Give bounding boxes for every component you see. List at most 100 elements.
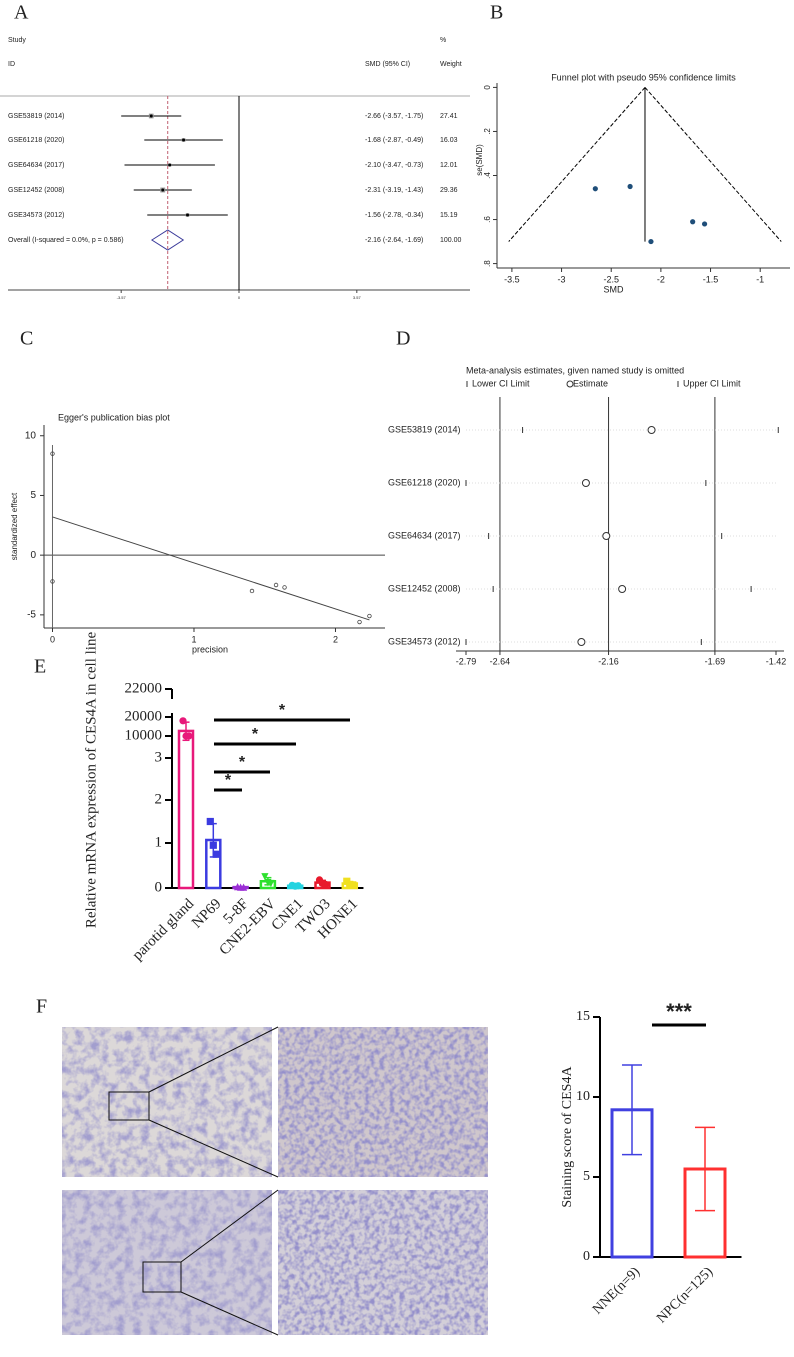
x-tick-label: -1 <box>756 274 764 284</box>
header-label: Study <box>8 37 26 44</box>
ci-label: -2.31 (-3.19, -1.43) <box>365 187 423 194</box>
y-tick-label: .6 <box>483 216 492 223</box>
header-label: Weight <box>440 61 462 68</box>
data-point <box>50 579 55 584</box>
data-point <box>367 613 372 619</box>
x-tick-label: 1 <box>191 634 196 644</box>
x-tick-label: 3.57 <box>353 295 362 300</box>
zoom-line <box>148 1119 279 1178</box>
data-point <box>273 582 279 588</box>
data-point <box>282 585 287 590</box>
y-tick-label: .2 <box>483 128 492 135</box>
weight-label: 16.03 <box>440 137 458 144</box>
data-point <box>185 732 193 740</box>
estimate <box>618 585 627 593</box>
panel-label: D <box>396 328 410 350</box>
overall-label: Overall (I-squared = 0.0%, p = 0.586) <box>8 237 124 244</box>
y-axis-label: standardized effect <box>10 492 19 560</box>
zoom-box <box>142 1261 182 1293</box>
study-label: GSE64634 (2017) <box>388 530 461 540</box>
y-axis-label: se(SMD) <box>475 144 484 176</box>
study-label: GSE53819 (2014) <box>388 424 461 434</box>
header-label: % <box>440 37 446 44</box>
legend-label: Lower CI Limit <box>472 378 530 388</box>
x-tick-label: 2 <box>333 634 338 644</box>
chart-title: Meta-analysis estimates, given named stu… <box>466 365 684 375</box>
significance-label: *** <box>666 999 692 1024</box>
y-tick-label: 1 <box>155 834 163 850</box>
study-label: GSE64634 (2017) <box>8 162 64 169</box>
study-label: GSE34573 (2012) <box>388 636 461 646</box>
legend-label: Upper CI Limit <box>683 378 741 388</box>
study-label: GSE12452 (2008) <box>8 187 64 194</box>
estimate <box>647 426 656 434</box>
data-point <box>321 880 330 889</box>
data-point <box>294 882 302 890</box>
ci-label: -1.56 (-2.78, -0.34) <box>365 212 423 219</box>
data-point <box>690 219 696 225</box>
weight-label: 27.41 <box>440 113 458 120</box>
legend-label: Estimate <box>573 378 608 388</box>
overall-weight-label: 100.00 <box>440 237 462 244</box>
pseudo-ci <box>644 87 782 242</box>
x-tick-label: -2 <box>657 274 665 284</box>
x-tick-label: -1.69 <box>705 656 726 666</box>
panel-label: E <box>34 656 46 678</box>
effect-dot <box>186 213 190 217</box>
estimate <box>577 638 586 646</box>
effect-dot <box>161 188 165 192</box>
data-point <box>249 588 255 594</box>
zoom-line <box>180 1189 279 1263</box>
y-tick-label: .8 <box>483 260 492 267</box>
data-point <box>209 841 217 849</box>
legend-marker <box>566 380 574 388</box>
x-tick-label: -2.64 <box>490 656 511 666</box>
y-tick-label: 2 <box>155 791 163 807</box>
weight-label: 29.36 <box>440 187 458 194</box>
study-label: GSE61218 (2020) <box>8 137 64 144</box>
bar <box>177 729 195 890</box>
y-tick-label: 0 <box>583 1249 590 1264</box>
zoom-box <box>108 1091 150 1121</box>
significance-label: * <box>225 772 232 789</box>
data-point <box>240 883 248 891</box>
y-tick-label: 0 <box>155 879 163 895</box>
study-label: GSE53819 (2014) <box>8 113 64 120</box>
photo-texture <box>278 1190 488 1335</box>
data-point <box>206 817 214 826</box>
data-point <box>592 186 598 192</box>
y-tick-label: -5 <box>27 610 36 621</box>
chart-title: Egger's publication bias plot <box>58 412 170 422</box>
significance-label: * <box>239 754 246 771</box>
panel-label: F <box>36 996 47 1018</box>
panel-label: B <box>490 2 503 24</box>
y-tick-label: 10 <box>25 430 37 441</box>
x-axis-label: SMD <box>604 284 625 294</box>
ci-label: -2.66 (-3.57, -1.75) <box>365 113 423 120</box>
data-point <box>179 717 187 725</box>
x-tick-label: -2.5 <box>603 274 619 284</box>
data-point <box>349 881 357 889</box>
x-tick-label: NNE(n=9) <box>590 1264 643 1317</box>
fit-line <box>52 516 370 621</box>
y-tick-label: 3 <box>155 749 163 765</box>
y-tick-label: 5 <box>30 490 36 501</box>
y-axis-label: Relative mRNA expression of CES4A in cel… <box>83 632 99 929</box>
x-tick-label: -2.79 <box>456 656 477 666</box>
data-point <box>267 879 275 888</box>
y-tick-label: 5 <box>583 1169 590 1184</box>
y-tick-label: 0 <box>30 550 36 561</box>
panel-label: C <box>20 328 33 350</box>
overall-ci-label: -2.16 (-2.64, -1.69) <box>365 237 423 244</box>
x-tick-label: -1.5 <box>703 274 719 284</box>
photo-texture <box>278 1027 488 1177</box>
weight-label: 15.19 <box>440 212 458 219</box>
effect-dot <box>168 163 172 167</box>
x-tick-label: NP69 <box>189 896 224 931</box>
overall-diamond <box>150 229 185 251</box>
x-tick-label: NPC(n=125) <box>654 1264 716 1326</box>
header-label: SMD (95% CI) <box>365 61 410 68</box>
x-tick-label: parotid gland <box>130 896 198 964</box>
